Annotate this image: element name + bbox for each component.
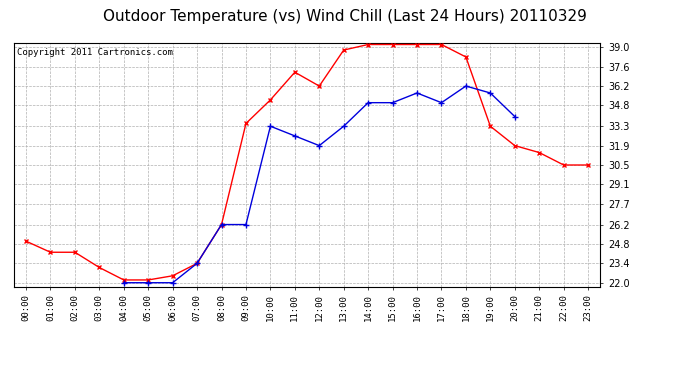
Text: Copyright 2011 Cartronics.com: Copyright 2011 Cartronics.com bbox=[17, 48, 172, 57]
Text: Outdoor Temperature (vs) Wind Chill (Last 24 Hours) 20110329: Outdoor Temperature (vs) Wind Chill (Las… bbox=[103, 9, 587, 24]
